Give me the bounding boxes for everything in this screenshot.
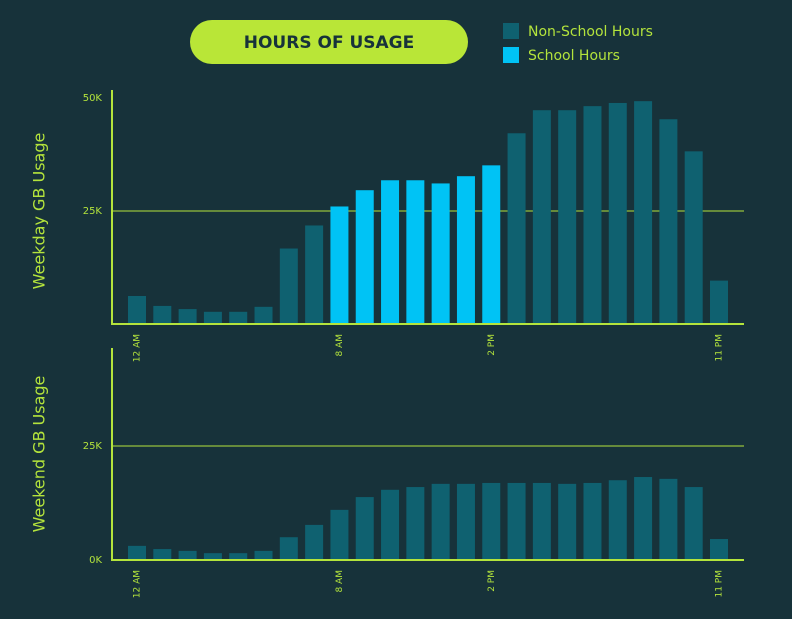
- bar: [710, 539, 728, 560]
- bar: [178, 550, 197, 560]
- bar: [153, 305, 172, 324]
- bar: [532, 110, 551, 324]
- bar: [178, 309, 197, 324]
- bar: [203, 311, 222, 324]
- bar: [330, 509, 349, 560]
- y-tick-label: 25K: [83, 206, 103, 217]
- x-tick-label: 2 PM: [487, 570, 497, 592]
- legend-swatch: [503, 47, 519, 63]
- bar: [608, 102, 627, 324]
- bar: [128, 545, 146, 560]
- bar: [203, 553, 222, 560]
- x-tick-label: 11 PM: [715, 570, 725, 598]
- bar: [431, 483, 450, 560]
- bar: [229, 311, 248, 324]
- bar: [128, 295, 146, 324]
- bar: [634, 477, 653, 560]
- bar: [634, 101, 653, 324]
- bar: [558, 110, 577, 324]
- bar: [355, 497, 374, 560]
- x-tick-label: 2 PM: [487, 334, 497, 356]
- bar: [254, 550, 273, 560]
- x-tick-label: 11 PM: [715, 334, 725, 362]
- chart-title: HOURS OF USAGE: [244, 33, 415, 53]
- bar: [229, 553, 248, 560]
- bar: [431, 183, 450, 324]
- y-axis-title: Weekday GB Usage: [30, 133, 49, 290]
- bar: [507, 133, 526, 324]
- title-pill: [190, 20, 468, 64]
- bar: [532, 482, 551, 560]
- bar: [406, 487, 425, 560]
- x-tick-label: 12 AM: [133, 570, 143, 598]
- bar: [279, 248, 298, 324]
- bar: [684, 151, 703, 324]
- y-tick-label: 50K: [83, 93, 103, 104]
- bar: [153, 549, 172, 560]
- bar: [381, 489, 400, 560]
- bar: [355, 190, 374, 324]
- legend-swatch: [503, 23, 519, 39]
- bar: [456, 176, 475, 324]
- bar: [279, 537, 298, 560]
- bar: [684, 487, 703, 560]
- bar: [381, 180, 400, 324]
- x-tick-label: 8 AM: [335, 570, 345, 593]
- bar: [659, 478, 678, 560]
- bar: [558, 483, 577, 560]
- bar: [608, 480, 627, 560]
- bar: [583, 106, 602, 324]
- y-tick-label: 25K: [83, 441, 103, 452]
- bar: [659, 119, 678, 324]
- legend-label: School Hours: [528, 48, 620, 64]
- bar: [583, 482, 602, 560]
- bar: [482, 165, 501, 324]
- bar: [507, 482, 526, 560]
- bar: [305, 225, 324, 324]
- y-axis-title: Weekend GB Usage: [30, 376, 49, 533]
- bar: [482, 482, 501, 560]
- legend-label: Non-School Hours: [528, 24, 653, 40]
- bar: [330, 206, 349, 324]
- bar: [254, 306, 273, 324]
- bar: [406, 180, 425, 324]
- bar: [710, 280, 728, 324]
- bar: [456, 483, 475, 560]
- x-tick-label: 12 AM: [133, 334, 143, 362]
- y-tick-label: 0K: [89, 555, 102, 566]
- bar: [305, 524, 324, 560]
- x-tick-label: 8 AM: [335, 334, 345, 357]
